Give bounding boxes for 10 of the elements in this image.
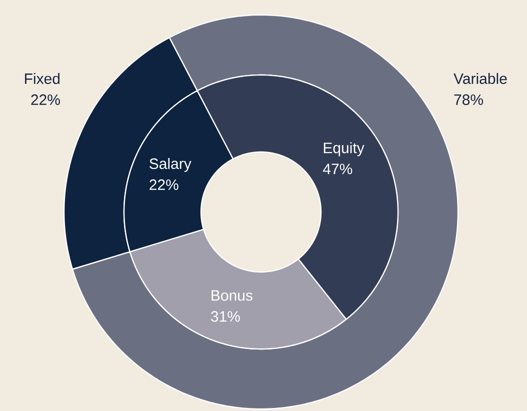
slice-label: Equity xyxy=(324,142,364,156)
slice-label: Salary xyxy=(150,158,192,172)
data-label: 31% xyxy=(211,311,240,322)
data-label: 47% xyxy=(323,164,352,174)
slice-label: Variable xyxy=(454,72,507,84)
data-label: 22% xyxy=(150,179,178,190)
slice-label: Bonus xyxy=(212,290,252,301)
slice-label: Fixed xyxy=(25,73,60,84)
data-label: 22% xyxy=(31,94,60,105)
data-label: 78% xyxy=(454,94,484,105)
